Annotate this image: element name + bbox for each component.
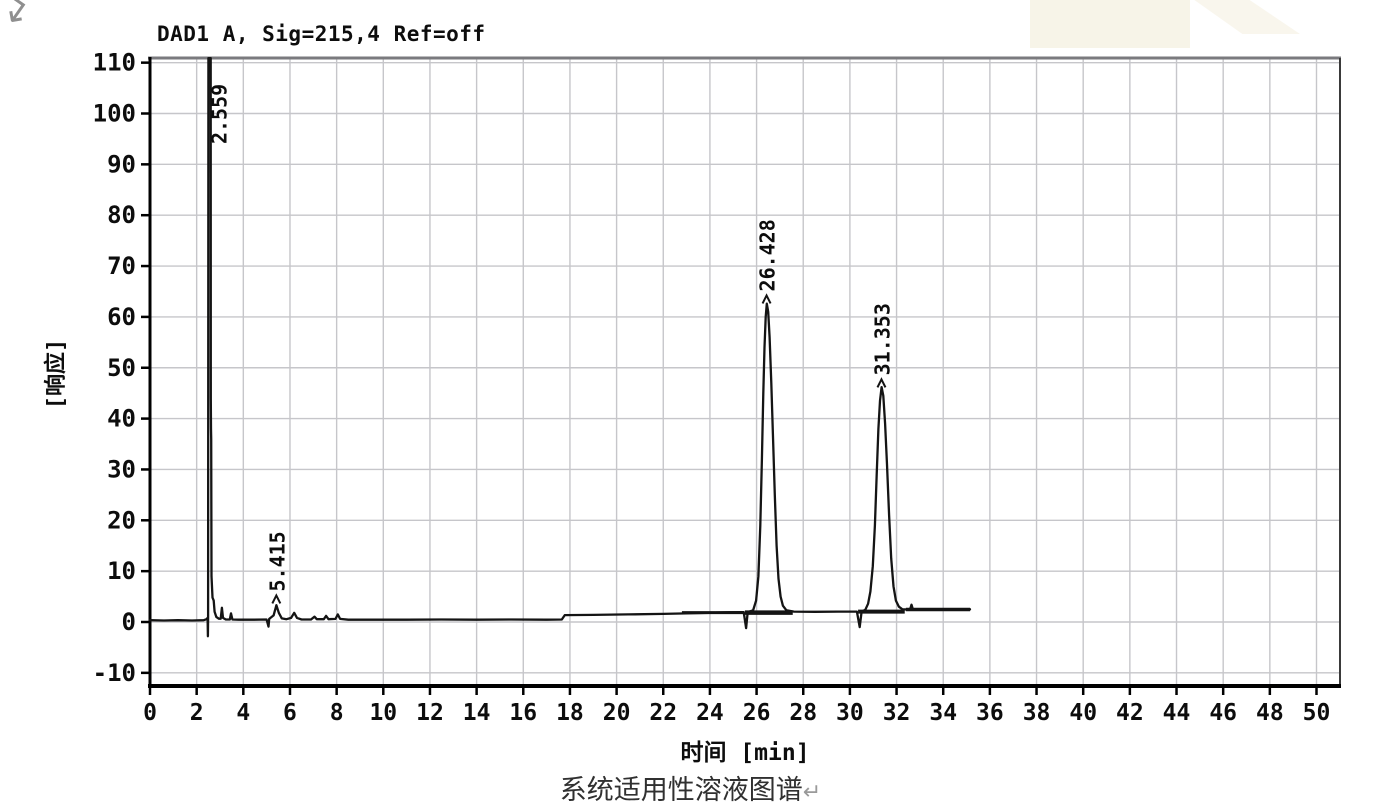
y-axis-label: [响应] [44, 338, 69, 410]
svg-text:40: 40 [107, 405, 136, 433]
svg-text:28: 28 [789, 700, 817, 726]
svg-text:26: 26 [743, 700, 771, 726]
grid-lines [150, 58, 1340, 686]
svg-text:-10: -10 [93, 659, 136, 687]
svg-text:34: 34 [929, 700, 957, 726]
svg-text:31.353: 31.353 [870, 303, 894, 375]
svg-text:26.428: 26.428 [756, 219, 780, 291]
svg-text:30: 30 [107, 455, 136, 483]
svg-text:90: 90 [107, 150, 136, 178]
svg-text:16: 16 [509, 700, 537, 726]
svg-text:30: 30 [836, 700, 864, 726]
svg-text:42: 42 [1116, 700, 1144, 726]
svg-text:38: 38 [1023, 700, 1051, 726]
svg-text:32: 32 [883, 700, 911, 726]
svg-text:20: 20 [603, 700, 631, 726]
svg-text:10: 10 [369, 700, 397, 726]
paragraph-return-mark: ↵ [802, 780, 822, 805]
svg-text:44: 44 [1163, 700, 1191, 726]
svg-text:110: 110 [93, 49, 136, 77]
svg-text:12: 12 [416, 700, 444, 726]
svg-text:48: 48 [1256, 700, 1284, 726]
svg-text:36: 36 [976, 700, 1004, 726]
svg-text:2: 2 [190, 700, 204, 726]
signal-trace [148, 56, 972, 638]
svg-text:6: 6 [283, 700, 297, 726]
svg-text:50: 50 [1303, 700, 1331, 726]
svg-text:50: 50 [107, 354, 136, 382]
svg-text:24: 24 [696, 700, 724, 726]
svg-text:5.415: 5.415 [265, 531, 289, 591]
svg-text:46: 46 [1209, 700, 1237, 726]
svg-text:18: 18 [556, 700, 584, 726]
caption-text: 系统适用性溶液图谱 [559, 775, 803, 805]
svg-text:40: 40 [1069, 700, 1097, 726]
svg-text:70: 70 [107, 252, 136, 280]
svg-text:80: 80 [107, 201, 136, 229]
plot-frame [148, 56, 1341, 688]
svg-text:0: 0 [143, 700, 157, 726]
svg-text:10: 10 [107, 557, 136, 585]
svg-text:14: 14 [463, 700, 491, 726]
svg-text:0: 0 [122, 608, 136, 636]
svg-text:4: 4 [236, 700, 250, 726]
watermark-band [1030, 0, 1190, 48]
svg-text:100: 100 [93, 100, 136, 128]
figure-caption: 系统适用性溶液图谱↵ [0, 768, 1381, 807]
x-axis-label: 时间 [min] [680, 740, 810, 766]
svg-text:60: 60 [107, 303, 136, 331]
svg-text:22: 22 [649, 700, 677, 726]
chart-title: DAD1 A, Sig=215,4 Ref=off [157, 22, 486, 46]
svg-text:2.559: 2.559 [208, 84, 232, 144]
peak-labels: 2.559 5.415 26.428 31.353 [208, 84, 894, 604]
svg-text:20: 20 [107, 506, 136, 534]
svg-text:8: 8 [330, 700, 344, 726]
